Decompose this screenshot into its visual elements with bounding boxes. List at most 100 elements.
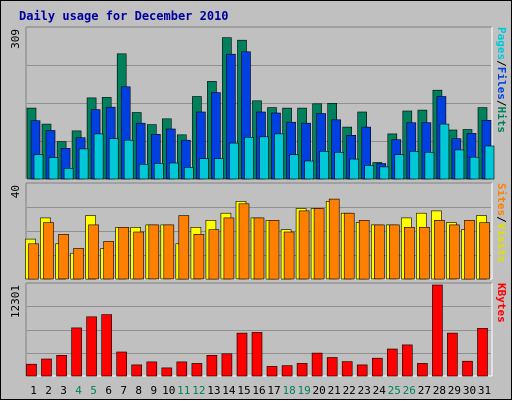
bar-kbytes-day-7 (116, 351, 127, 377)
bar-pages-day-26 (409, 151, 420, 180)
bar-kbytes-day-13 (206, 354, 218, 377)
x-tick-label-day-30: 30 (463, 384, 476, 397)
bar-pages-day-30 (469, 156, 480, 180)
bar-kbytes-day-22 (341, 361, 353, 377)
bar-sites-day-18 (283, 231, 295, 280)
x-tick-label-day-4: 4 (75, 384, 82, 397)
x-tick-label-day-1: 1 (30, 384, 37, 397)
x-tick-label-day-10: 10 (162, 384, 175, 397)
panel-kbytes: 12301 KBytes (9, 282, 508, 377)
bar-pages-day-11 (184, 167, 194, 180)
bar-pages-day-20 (319, 151, 329, 180)
bar-sites-day-21 (328, 198, 340, 280)
legend-sites_visits: Sites/Visits (495, 183, 508, 263)
bar-kbytes-day-12 (191, 363, 203, 377)
bar-sites-day-20 (313, 208, 325, 280)
bar-kbytes-day-1 (26, 363, 37, 377)
x-tick-label-day-23: 23 (358, 384, 371, 397)
bar-sites-day-26 (403, 227, 415, 280)
bar-sites-day-12 (193, 234, 205, 280)
bar-pages-day-27 (424, 152, 435, 180)
bar-kbytes-day-5 (86, 316, 97, 377)
bar-pages-day-2 (48, 157, 59, 180)
bar-sites-day-7 (118, 227, 129, 280)
bar-pages-day-31 (484, 145, 495, 180)
x-tick-label-day-11: 11 (177, 384, 190, 397)
bar-kbytes-day-17 (266, 366, 278, 377)
bar-sites-day-15 (238, 203, 250, 280)
x-tick-label-day-22: 22 (343, 384, 356, 397)
bar-pages-day-14 (229, 142, 239, 180)
bar-kbytes-day-4 (71, 327, 82, 377)
bar-kbytes-day-30 (462, 360, 473, 377)
bar-sites-day-10 (163, 224, 175, 280)
bar-sites-day-28 (434, 220, 445, 280)
bar-sites-day-25 (388, 224, 400, 280)
bar-sites-day-24 (373, 224, 385, 280)
bar-sites-day-19 (298, 210, 310, 280)
x-tick-label-day-12: 12 (192, 384, 205, 397)
legend-label-slash: / (495, 60, 508, 67)
x-tick-label-day-21: 21 (328, 384, 341, 397)
x-tick-label-day-26: 26 (403, 384, 416, 397)
bar-kbytes-day-20 (311, 352, 323, 377)
y-axis-max-label: 40 (9, 185, 22, 198)
bar-pages-day-13 (214, 158, 224, 180)
bar-sites-day-23 (358, 220, 370, 280)
bar-sites-day-6 (103, 241, 114, 280)
bar-pages-day-23 (364, 165, 375, 180)
bar-pages-day-16 (259, 136, 269, 180)
x-tick-label-day-24: 24 (373, 384, 387, 397)
bar-pages-day-24 (379, 166, 390, 180)
bar-sites-day-29 (449, 224, 460, 280)
bar-sites-day-16 (253, 217, 265, 280)
bar-sites-day-1 (28, 243, 39, 280)
bar-sites-day-11 (178, 215, 190, 280)
x-tick-label-day-7: 7 (120, 384, 127, 397)
x-tick-label-day-18: 18 (282, 384, 295, 397)
bar-sites-day-2 (43, 222, 54, 280)
legend-label-hits: Hits (495, 107, 508, 134)
legend-kbytes: KBytes (495, 283, 508, 323)
bar-sites-day-5 (88, 224, 99, 280)
x-tick-label-day-5: 5 (90, 384, 97, 397)
x-tick-label-day-3: 3 (60, 384, 67, 397)
legend-label-slash: / (495, 100, 508, 107)
x-tick-label-day-27: 27 (418, 384, 431, 397)
bar-pages-day-15 (244, 137, 254, 180)
bar-kbytes-day-3 (56, 354, 67, 377)
series-sites (28, 198, 490, 280)
panel-sites_visits: 40 Sites/Visits (9, 182, 508, 280)
bar-kbytes-day-24 (371, 357, 383, 377)
bar-kbytes-day-14 (221, 353, 233, 377)
bar-pages-day-29 (454, 149, 465, 180)
bar-sites-day-22 (343, 212, 355, 280)
x-tick-label-day-28: 28 (433, 384, 446, 397)
bar-pages-day-6 (108, 138, 119, 180)
bar-kbytes-day-11 (176, 361, 188, 377)
bar-pages-day-17 (274, 133, 284, 180)
bar-pages-day-18 (289, 154, 299, 180)
bar-sites-day-3 (58, 234, 69, 280)
legend-label-pages: Pages (495, 27, 508, 60)
series-kbytes (26, 284, 488, 377)
x-tick-label-day-14: 14 (222, 384, 236, 397)
bar-sites-day-30 (464, 220, 475, 280)
bar-pages-day-28 (439, 123, 450, 180)
x-tick-label-day-17: 17 (267, 384, 280, 397)
y-axis-max-label: 309 (9, 29, 22, 49)
series-pages (33, 123, 495, 180)
bar-kbytes-day-31 (477, 327, 488, 377)
bar-sites-day-14 (223, 217, 235, 280)
bar-pages-day-8 (138, 164, 149, 180)
y-axis-max-label: 12301 (9, 285, 22, 318)
chart-title: Daily usage for December 2010 (19, 9, 229, 23)
bar-pages-day-21 (334, 152, 345, 180)
bar-pages-day-12 (199, 158, 209, 180)
x-tick-label-day-8: 8 (135, 384, 142, 397)
bar-pages-day-10 (169, 162, 179, 180)
bar-pages-day-19 (304, 160, 314, 180)
bar-kbytes-day-2 (41, 358, 52, 377)
bar-kbytes-day-6 (101, 314, 112, 377)
